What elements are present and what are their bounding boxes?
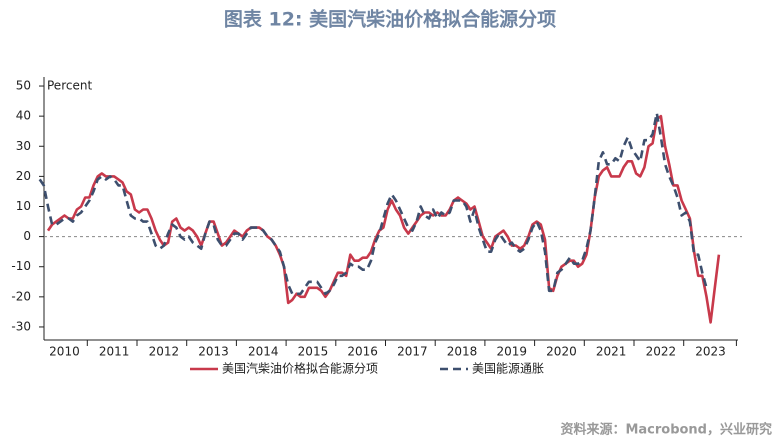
x-tick-label: 2022 — [646, 345, 677, 359]
x-tick-label: 2016 — [347, 345, 378, 359]
legend-label: 美国能源通胀 — [472, 362, 544, 376]
x-tick-label: 2011 — [99, 345, 130, 359]
y-tick-label: -10 — [11, 259, 31, 273]
x-tick-label: 2017 — [397, 345, 428, 359]
y-tick-label: -20 — [11, 289, 31, 303]
x-tick-label: 2021 — [596, 345, 627, 359]
x-tick-label: 2020 — [546, 345, 577, 359]
series-line — [38, 111, 708, 296]
legend-label: 美国汽柴油价格拟合能源分项 — [222, 361, 378, 376]
x-tick-label: 2014 — [248, 345, 279, 359]
series-line — [46, 114, 721, 324]
y-tick-label: 50 — [16, 79, 31, 93]
x-tick-label: 2010 — [49, 345, 80, 359]
x-tick-label: 2012 — [149, 345, 180, 359]
x-tick-label: 2019 — [496, 345, 527, 359]
x-tick-label: 2023 — [695, 345, 726, 359]
y-tick-label: 40 — [16, 109, 31, 123]
y-tick-label: -30 — [11, 319, 31, 333]
y-tick-label: 20 — [16, 169, 31, 183]
y-tick-label: 0 — [23, 229, 31, 243]
source-note: 资料来源：Macrobond，兴业研究 — [560, 422, 772, 438]
y-axis-label: Percent — [47, 79, 92, 93]
x-tick-label: 2015 — [298, 345, 329, 359]
x-tick-label: 2018 — [447, 345, 478, 359]
y-tick-label: 10 — [16, 199, 31, 213]
x-tick-label: 2013 — [198, 345, 229, 359]
chart-title: 图表 12: 美国汽柴油价格拟合能源分项 — [224, 8, 556, 31]
y-tick-label: 30 — [16, 139, 31, 153]
